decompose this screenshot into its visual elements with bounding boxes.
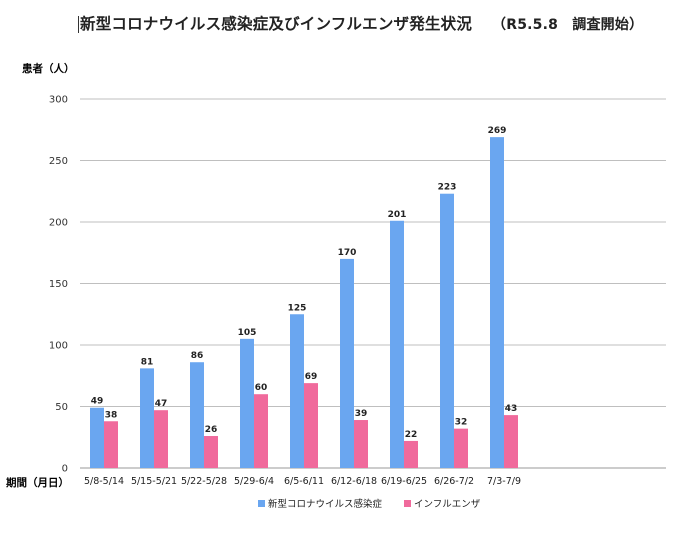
y-tick-label: 300 [49, 95, 68, 106]
data-label-influenza: 60 [255, 383, 268, 393]
y-tick-label: 250 [49, 156, 68, 167]
text-cursor [78, 16, 79, 33]
bar-influenza [104, 421, 118, 468]
bar-covid [340, 258, 354, 468]
bar-influenza [354, 420, 368, 468]
y-tick-label: 100 [49, 341, 68, 352]
bar-influenza [154, 410, 168, 468]
bar-covid [90, 407, 104, 468]
legend-label-covid: 新型コロナウイルス感染症 [268, 498, 383, 510]
data-label-covid: 201 [388, 210, 407, 220]
x-axis-label: 期間（月日） [6, 476, 69, 489]
grid-lines [80, 98, 666, 469]
bar-influenza [504, 415, 518, 468]
legend-swatch-covid [258, 500, 265, 507]
data-label-covid: 49 [91, 397, 104, 407]
bar-influenza [204, 436, 218, 468]
data-label-covid: 125 [288, 303, 307, 313]
data-label-covid: 223 [438, 183, 457, 193]
data-label-influenza: 69 [305, 372, 318, 382]
x-tick-label: 5/29-6/4 [234, 476, 274, 487]
data-label-covid: 170 [338, 248, 357, 258]
legend-swatch-influenza [404, 500, 411, 507]
x-tick-label: 7/3-7/9 [487, 476, 521, 487]
chart-title: 新型コロナウイルス感染症及びインフルエンザ発生状況 （R5.5.8 調査開始） [78, 12, 643, 34]
data-label-covid: 81 [141, 357, 154, 367]
bar-covid [390, 220, 404, 468]
bar-covid [190, 362, 204, 468]
x-tick-label: 5/15-5/21 [131, 476, 177, 487]
y-tick-label: 50 [55, 402, 68, 413]
x-tick-label: 6/26-7/2 [434, 476, 474, 487]
y-axis-label: 患者（人） [22, 62, 75, 75]
data-label-influenza: 47 [155, 399, 168, 409]
bar-covid [440, 193, 454, 468]
bar-covid [140, 368, 154, 468]
data-label-influenza: 38 [105, 410, 118, 420]
data-label-influenza: 39 [355, 409, 368, 419]
legend: 新型コロナウイルス感染症 インフルエンザ [258, 498, 481, 510]
bar-influenza [304, 383, 318, 468]
x-tick-label: 6/12-6/18 [331, 476, 377, 487]
chart-title-sub: （R5.5.8 調査開始） [492, 17, 644, 33]
bar-covid [290, 314, 304, 468]
chart-title-main: 新型コロナウイルス感染症及びインフルエンザ発生状況 [80, 15, 473, 33]
bar-influenza [254, 394, 268, 468]
y-tick-label: 150 [49, 279, 68, 290]
x-tick-label: 5/22-5/28 [181, 476, 227, 487]
data-label-influenza: 32 [455, 418, 468, 428]
x-tick-label: 6/5-6/11 [284, 476, 324, 487]
bar-covid [240, 338, 254, 468]
data-label-influenza: 22 [405, 430, 418, 440]
data-label-covid: 269 [488, 126, 507, 136]
data-label-covid: 105 [238, 328, 257, 338]
y-tick-label: 200 [49, 218, 68, 229]
bar-covid [490, 137, 504, 468]
x-axis-ticks: 5/8-5/14 5/15-5/21 5/22-5/28 5/29-6/4 6/5-6/… [84, 476, 521, 487]
x-tick-label: 5/8-5/14 [84, 476, 124, 487]
bar-influenza [454, 428, 468, 468]
data-label-influenza: 26 [205, 425, 218, 435]
legend-label-influenza: インフルエンザ [414, 499, 481, 510]
x-tick-label: 6/19-6/25 [381, 476, 427, 487]
data-label-covid: 86 [191, 351, 204, 361]
bar-influenza [404, 440, 418, 468]
y-axis-ticks: 0 50 100 150 200 250 300 [49, 95, 68, 475]
data-label-influenza: 43 [505, 404, 518, 414]
y-tick-label: 0 [62, 464, 68, 475]
bars [90, 137, 518, 468]
